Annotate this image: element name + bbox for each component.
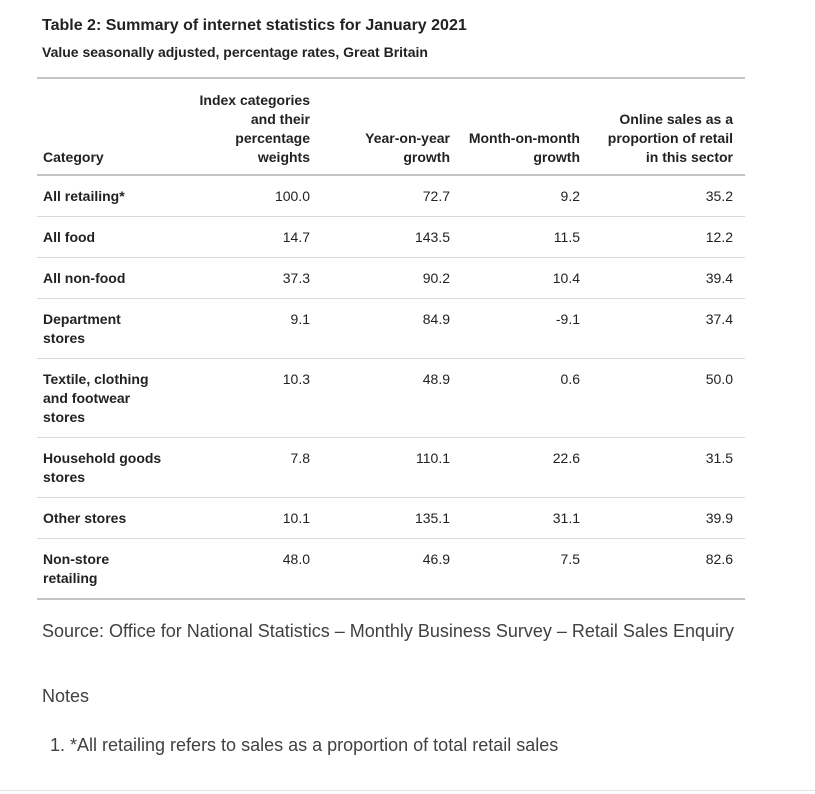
category-cell: Textile, clothing and footwear stores <box>37 358 182 438</box>
table-row: Other stores 10.1 135.1 31.1 39.9 <box>37 497 745 539</box>
value-cell: -9.1 <box>462 298 592 359</box>
column-header-mom-growth: Month-on-month growth <box>462 78 592 176</box>
table-row: Household goods stores 7.8 110.1 22.6 31… <box>37 437 745 498</box>
value-cell: 100.0 <box>182 175 322 217</box>
notes-heading: Notes <box>42 686 90 706</box>
value-cell: 50.0 <box>592 358 745 438</box>
value-cell: 31.1 <box>462 497 592 539</box>
category-cell: Household goods stores <box>37 437 182 498</box>
column-header-category: Category <box>37 78 182 176</box>
internet-statistics-table: Category Index categories and their perc… <box>37 77 745 600</box>
value-cell: 9.2 <box>462 175 592 217</box>
value-cell: 12.2 <box>592 216 745 258</box>
category-cell: Non-store retailing <box>43 551 110 586</box>
note-item: *All retailing refers to sales as a prop… <box>70 733 745 757</box>
value-cell: 10.4 <box>462 257 592 299</box>
table-header-row: Category Index categories and their perc… <box>37 78 745 176</box>
value-cell: 48.9 <box>322 358 462 438</box>
value-cell: 39.4 <box>592 257 745 299</box>
category-cell: All retailing* <box>37 175 182 217</box>
table-row: All food 14.7 143.5 11.5 12.2 <box>37 216 745 258</box>
column-header-online-sales: Online sales as a proportion of retail i… <box>592 78 745 176</box>
category-cell: Department stores <box>37 298 182 359</box>
value-cell: 22.6 <box>462 437 592 498</box>
value-cell: 90.2 <box>322 257 462 299</box>
value-cell: 37.4 <box>592 298 745 359</box>
value-cell: 48.0 <box>282 551 310 567</box>
column-header-yoy-growth: Year-on-year growth <box>322 78 462 176</box>
value-cell: 14.7 <box>182 216 322 258</box>
page-content: Table 2: Summary of internet statistics … <box>0 0 815 757</box>
value-cell: 31.5 <box>592 437 745 498</box>
table-subtitle: Value seasonally adjusted, percentage ra… <box>42 44 428 60</box>
value-cell: 10.1 <box>182 497 322 539</box>
table-row: Non-store retailing 48.0 46.9 7.5 82.6 <box>37 539 745 600</box>
table-row: Textile, clothing and footwear stores 10… <box>37 358 745 438</box>
value-cell: 84.9 <box>322 298 462 359</box>
value-cell: 46.9 <box>422 551 450 567</box>
value-cell: 39.9 <box>592 497 745 539</box>
category-cell: Other stores <box>37 497 182 539</box>
value-cell: 37.3 <box>182 257 322 299</box>
category-cell: All non-food <box>37 257 182 299</box>
value-cell: 11.5 <box>462 216 592 258</box>
category-cell: All food <box>37 216 182 258</box>
table-row: Department stores 9.1 84.9 -9.1 37.4 <box>37 298 745 359</box>
value-cell: 0.6 <box>462 358 592 438</box>
notes-list: *All retailing refers to sales as a prop… <box>37 733 745 757</box>
value-cell: 110.1 <box>322 437 462 498</box>
value-cell: 7.8 <box>182 437 322 498</box>
column-header-weights: Index categories and their percentage we… <box>182 78 322 176</box>
value-cell: 143.5 <box>322 216 462 258</box>
table-row: All non-food 37.3 90.2 10.4 39.4 <box>37 257 745 299</box>
bottom-divider <box>0 790 815 791</box>
value-cell: 10.3 <box>182 358 322 438</box>
table-row: All retailing* 100.0 72.7 9.2 35.2 <box>37 175 745 217</box>
value-cell: 82.6 <box>705 551 733 567</box>
value-cell: 9.1 <box>182 298 322 359</box>
value-cell: 72.7 <box>322 175 462 217</box>
value-cell: 135.1 <box>322 497 462 539</box>
source-text: Source: Office for National Statistics –… <box>42 621 734 641</box>
table-title: Table 2: Summary of internet statistics … <box>42 17 467 34</box>
value-cell: 7.5 <box>560 551 580 567</box>
value-cell: 35.2 <box>592 175 745 217</box>
